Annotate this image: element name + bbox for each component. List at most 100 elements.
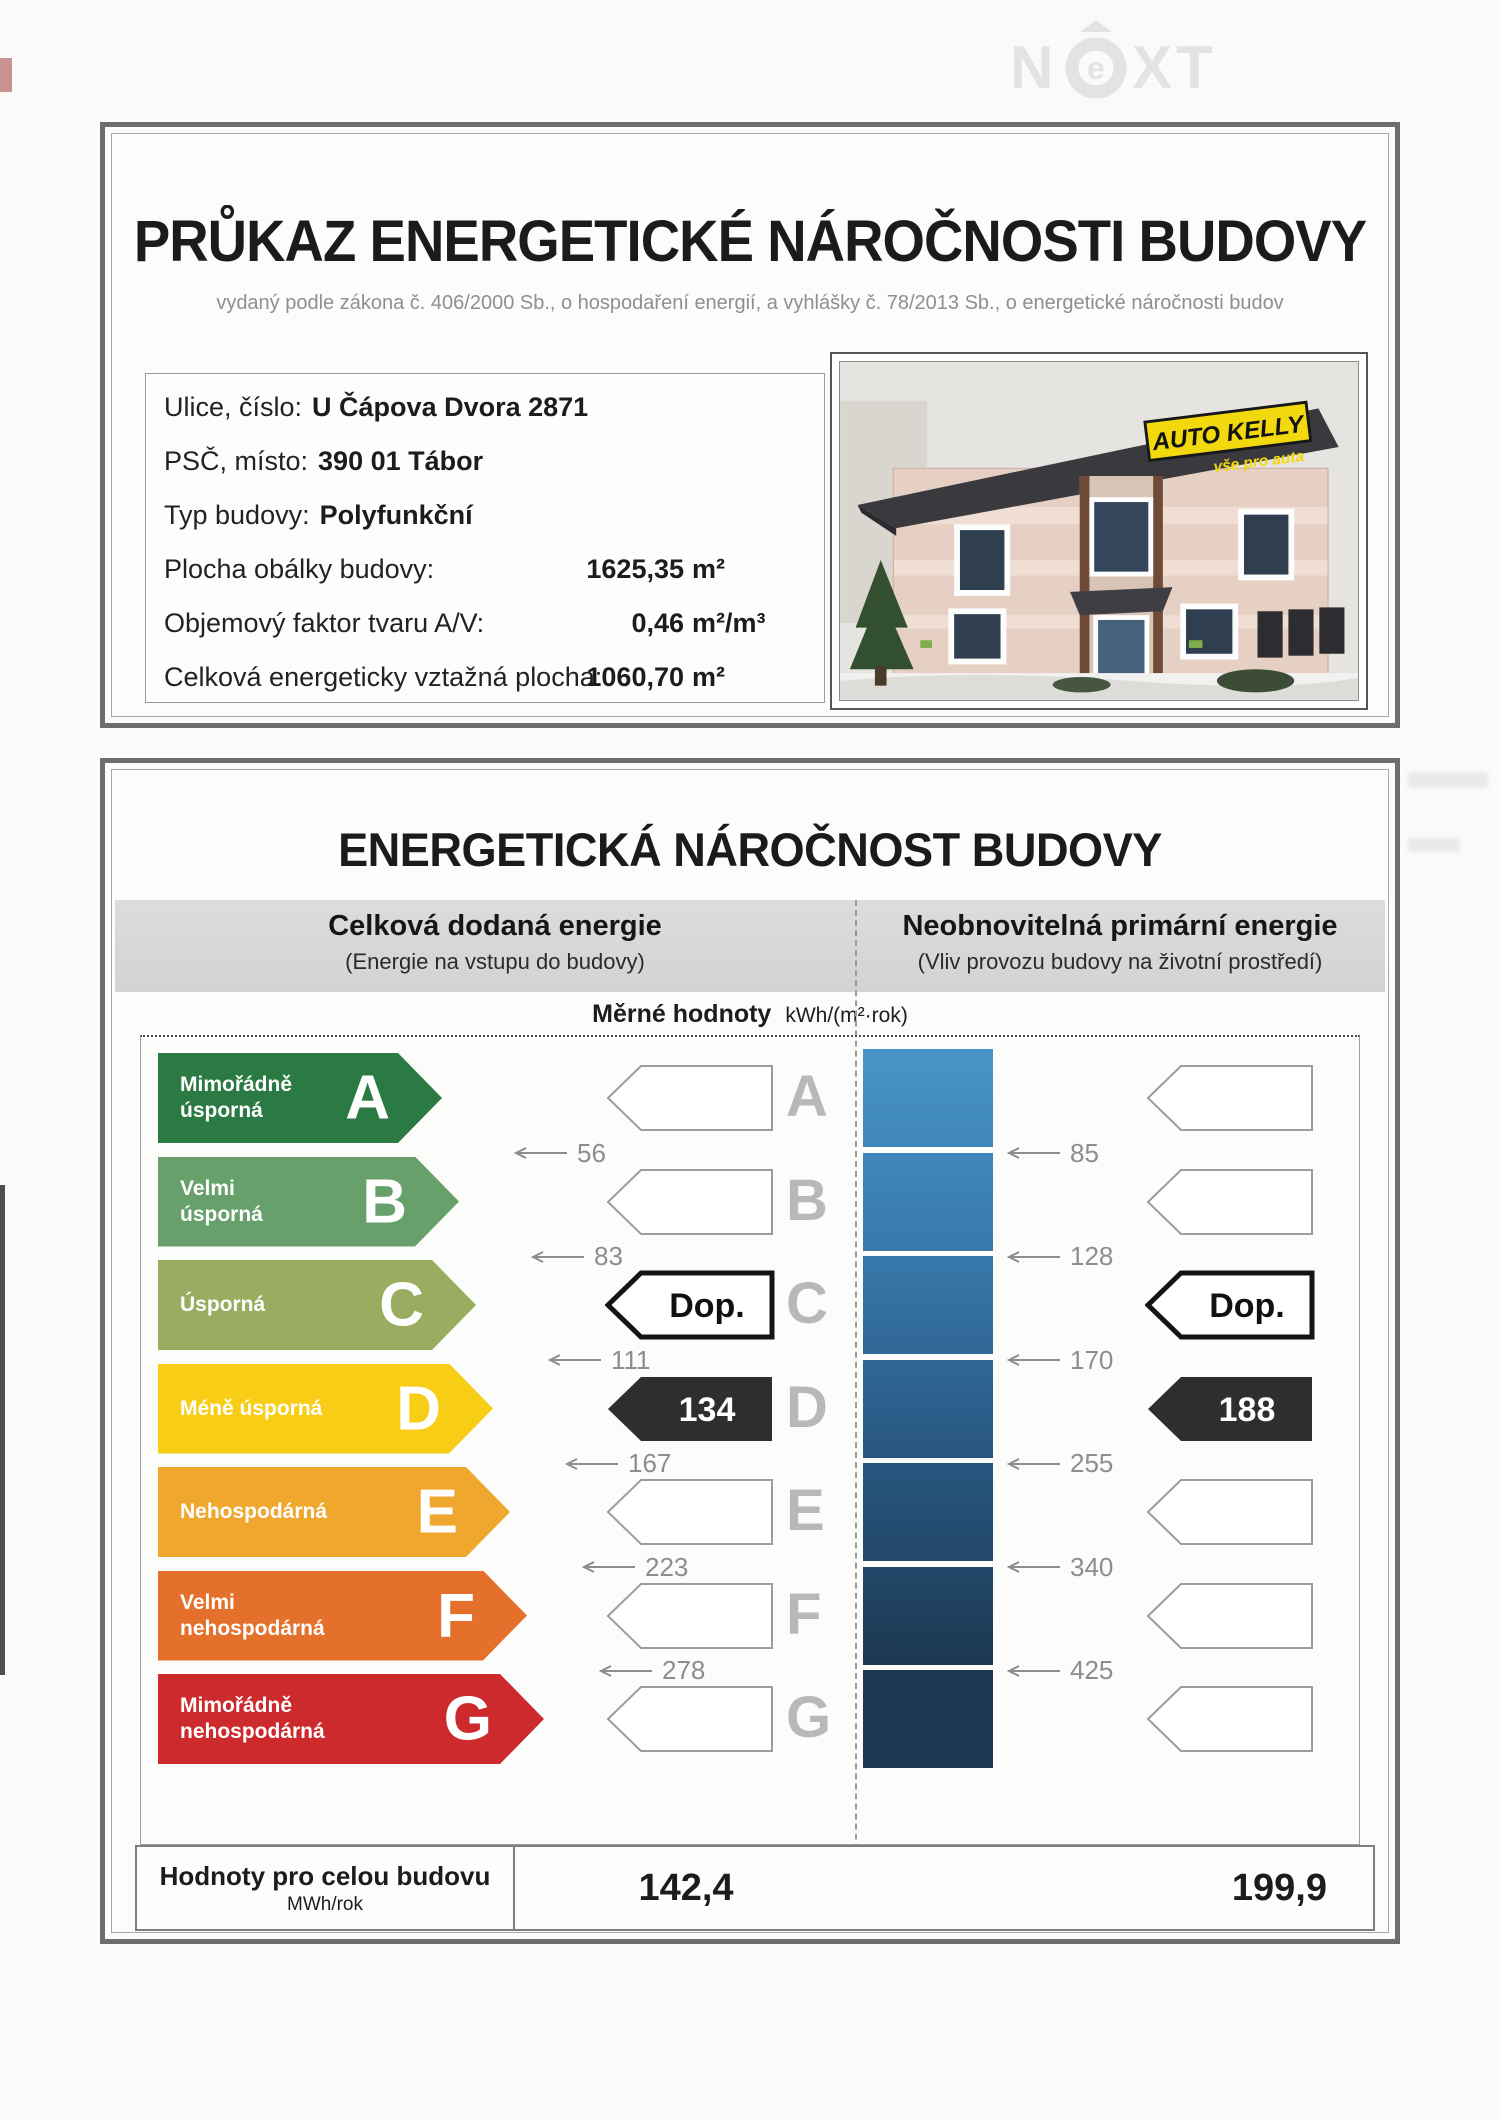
info-row: Objemový faktor tvaru A/V: 0,46 m²/m³ xyxy=(164,608,804,642)
total-primary-energy: 199,9 xyxy=(1231,1866,1327,1909)
totals-label: Hodnoty pro celou budovu xyxy=(159,1860,491,1891)
scale-arrow-C: Úsporná C xyxy=(158,1260,476,1350)
right-column-header: Neobnovitelná primární energie (Vliv pro… xyxy=(865,910,1375,975)
delivered-value-arrow-E xyxy=(605,1475,775,1549)
ghost-text-smudge xyxy=(1408,772,1488,788)
scale-arrow-F: Velmi nehospodárná F xyxy=(158,1571,527,1661)
scan-artifact xyxy=(0,58,12,92)
primary-scale-block-E xyxy=(863,1463,993,1561)
left-column-subtitle: (Energie na vstupu do budovy) xyxy=(345,949,645,974)
scale-letter-B: B xyxy=(362,1167,407,1236)
value-column-letter-B: B xyxy=(786,1167,828,1233)
primary-value-arrow-B xyxy=(1145,1165,1315,1239)
primary-value-arrow-G xyxy=(1145,1682,1315,1756)
scale-label-D: Méně úsporná xyxy=(180,1396,323,1420)
delivered-value-arrow-B xyxy=(605,1165,775,1239)
next-logo-graphic: N e XT xyxy=(1010,20,1217,101)
info-value: 0,46 xyxy=(631,608,684,638)
delivered-value-arrow-C: Dop. xyxy=(604,1268,775,1342)
primary-scale-block-G xyxy=(863,1670,993,1768)
left-column-header: Celková dodaná energie (Energie na vstup… xyxy=(145,910,845,975)
logo-letters-xt: XT xyxy=(1132,34,1217,101)
value-column-letter-D: D xyxy=(786,1374,828,1440)
svg-text:Dop.: Dop. xyxy=(1209,1287,1285,1325)
column-divider-dashed xyxy=(855,900,857,1930)
dark-panels xyxy=(1257,607,1345,658)
svg-text:Dop.: Dop. xyxy=(669,1287,745,1325)
next-logo: N e XT xyxy=(1010,18,1240,104)
ghost-text-smudge xyxy=(1408,838,1460,852)
totals-unit: MWh/rok xyxy=(287,1893,363,1915)
building-photo: AUTO KELLY vše pro auta xyxy=(830,352,1368,710)
value-column-letter-F: F xyxy=(786,1581,822,1647)
left-column-title: Celková dodaná energie xyxy=(328,910,662,942)
info-row: PSČ, místo: 390 01 Tábor xyxy=(164,446,804,480)
value-column-letter-C: C xyxy=(786,1271,828,1336)
primary-scale-block-C xyxy=(863,1256,993,1354)
info-label: PSČ, místo: xyxy=(164,446,309,476)
info-unit: m²/m³ xyxy=(692,608,766,638)
conifer-tree xyxy=(849,560,914,686)
info-value: Polyfunkční xyxy=(319,500,473,530)
threshold-left-83: 83 xyxy=(526,1241,623,1271)
info-unit: m² xyxy=(692,662,725,692)
threshold-left-167: 167 xyxy=(560,1448,671,1478)
info-row: Plocha obálky budovy: 1625,35 m² xyxy=(164,554,804,588)
scale-label-E: Nehospodárná xyxy=(180,1500,328,1523)
totals-row: Hodnoty pro celou budovu MWh/rok 142,4 1… xyxy=(135,1845,1375,1931)
info-value: 1625,35 xyxy=(586,554,684,584)
certificate-title: PRŮKAZ ENERGETICKÉ NÁROČNOSTI BUDOVY xyxy=(133,209,1367,274)
entrance xyxy=(1070,476,1173,686)
info-label: Objemový faktor tvaru A/V: xyxy=(164,608,485,638)
total-delivered-energy: 142,4 xyxy=(638,1866,734,1909)
scale-label-F: Velmi nehospodárná xyxy=(180,1590,325,1640)
threshold-right-340: 340 xyxy=(1002,1552,1113,1582)
units-label: Měrné hodnoty xyxy=(592,1000,772,1028)
threshold-left-56: 56 xyxy=(509,1138,606,1168)
primary-value-arrow-E xyxy=(1145,1475,1315,1549)
primary-scale-block-F xyxy=(863,1566,993,1665)
delivered-value-arrow-A xyxy=(605,1061,775,1135)
threshold-right-425: 425 xyxy=(1002,1655,1113,1685)
units-line: Měrné hodnoty kWh/(m²·rok) xyxy=(115,1000,1385,1029)
delivered-value-arrow-F xyxy=(605,1579,775,1653)
primary-scale-block-A xyxy=(863,1049,993,1147)
primary-value-arrow-D: 188 xyxy=(1145,1372,1315,1446)
info-unit: m² xyxy=(692,554,725,584)
threshold-left-278: 278 xyxy=(594,1655,705,1685)
logo-letter-e: e xyxy=(1087,50,1105,86)
info-label: Plocha obálky budovy: xyxy=(164,554,435,584)
info-row: Ulice, číslo: U Čápova Dvora 2871 xyxy=(164,392,804,426)
building-photo-frame: AUTO KELLY vše pro auta xyxy=(839,361,1359,701)
primary-value-arrow-C: Dop. xyxy=(1144,1268,1315,1342)
info-value: 1060,70 xyxy=(586,662,684,692)
value-column-letter-A: A xyxy=(786,1064,828,1129)
scale-arrow-G: Mimořádně nehospodárná G xyxy=(158,1674,544,1764)
scale-label-A: Mimořádně úsporná xyxy=(180,1073,293,1122)
primary-value-arrow-F xyxy=(1145,1579,1315,1653)
certificate-subtitle: vydaný podle zákona č. 406/2000 Sb., o h… xyxy=(216,292,1284,314)
upper-windows xyxy=(954,508,1295,596)
scale-letter-E: E xyxy=(416,1477,458,1547)
primary-scale-block-B xyxy=(863,1152,993,1251)
units-value: kWh/(m²·rok) xyxy=(785,1004,908,1027)
svg-text:188: 188 xyxy=(1219,1391,1276,1429)
scale-label-C: Úsporná xyxy=(180,1293,266,1316)
info-row: Typ budovy: Polyfunkční xyxy=(164,500,804,534)
scale-arrow-A: Mimořádně úsporná A xyxy=(158,1053,442,1143)
scale-label-B: Velmi úsporná xyxy=(180,1176,263,1226)
delivered-value-arrow-G xyxy=(605,1682,775,1756)
building-info-box: Ulice, číslo: U Čápova Dvora 2871 PSČ, mís… xyxy=(145,373,825,703)
info-label: Typ budovy: xyxy=(164,500,310,530)
scale-letter-D: D xyxy=(396,1374,441,1443)
threshold-right-85: 85 xyxy=(1002,1138,1099,1168)
scale-letter-C: C xyxy=(379,1270,424,1340)
threshold-right-255: 255 xyxy=(1002,1448,1113,1478)
value-column-letter-E: E xyxy=(786,1478,825,1543)
primary-value-arrow-A xyxy=(1145,1061,1315,1135)
logo-letter-n: N xyxy=(1010,34,1053,101)
info-label: Celková energeticky vztažná plocha: xyxy=(164,662,603,692)
scale-arrow-D: Méně úsporná D xyxy=(158,1364,493,1454)
svg-text:134: 134 xyxy=(679,1391,736,1429)
